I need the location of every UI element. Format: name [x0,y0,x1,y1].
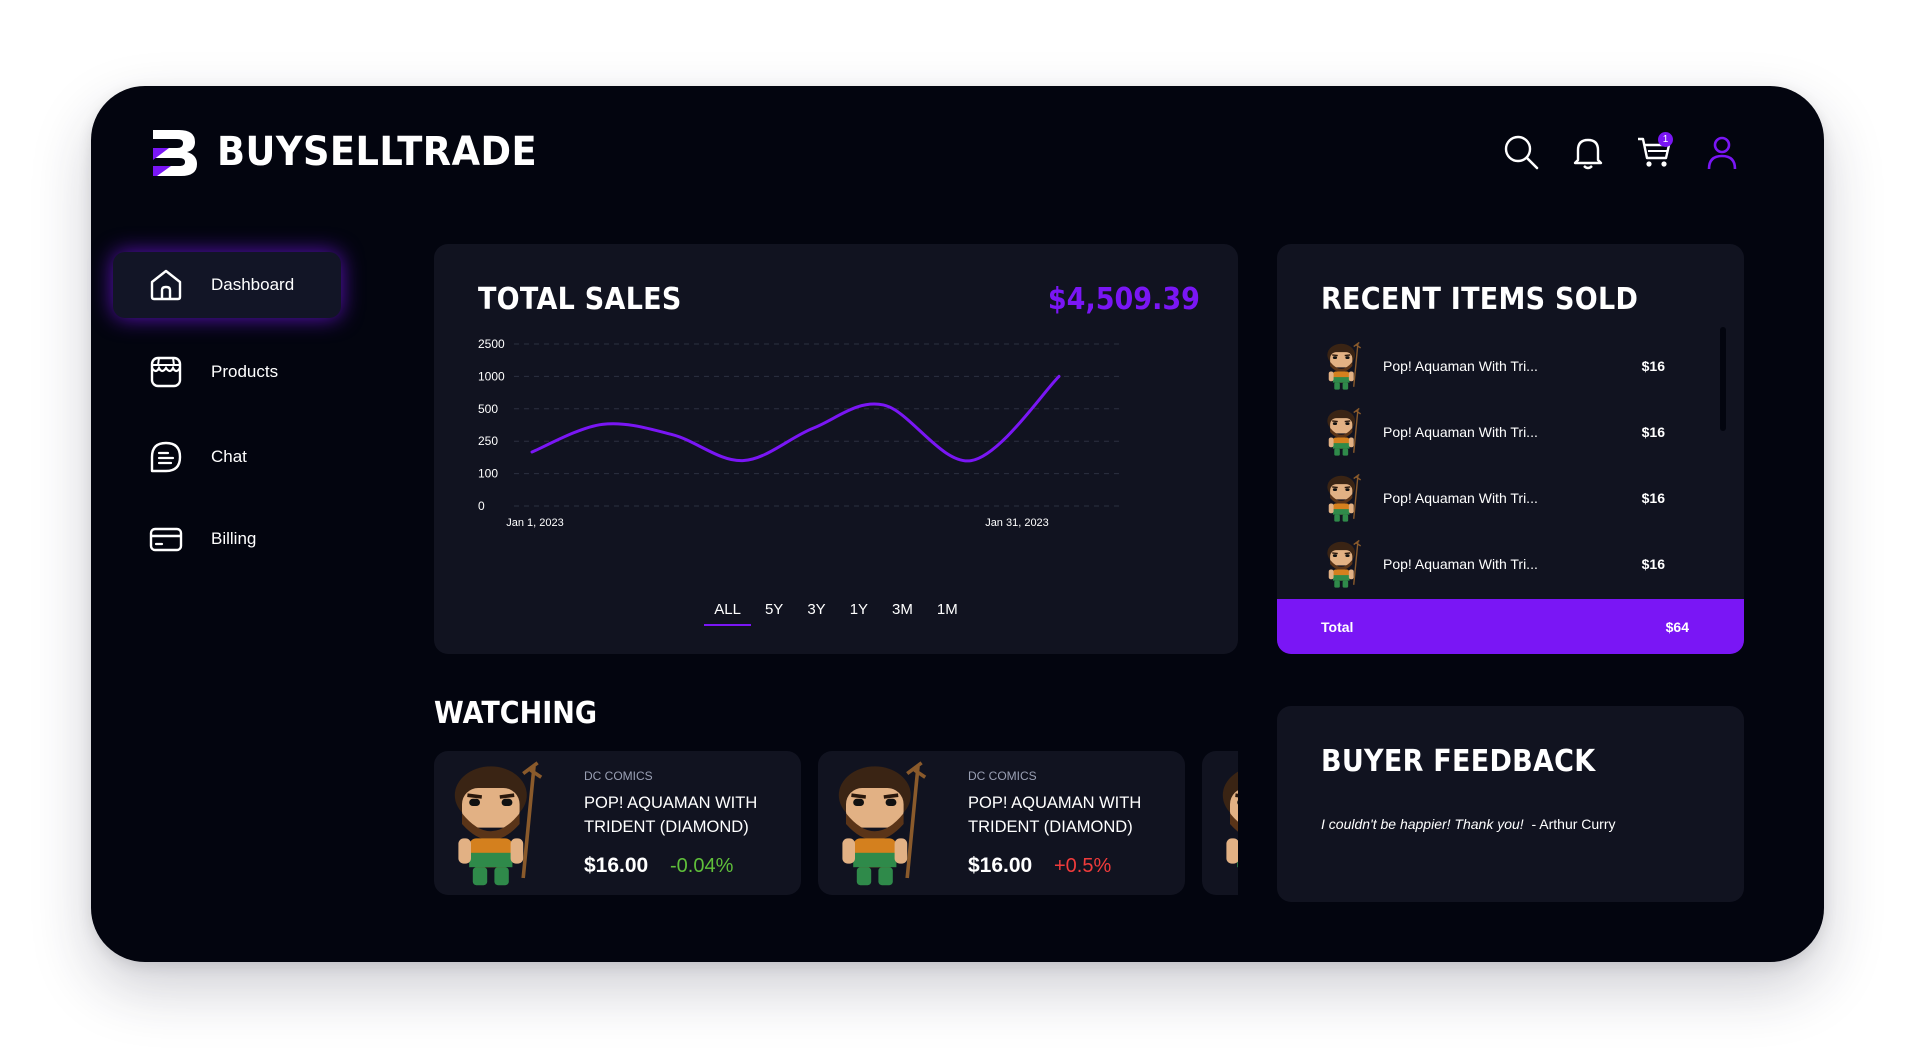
aquaman-figure-image [444,759,552,889]
brand-logo[interactable]: BUYSELLTRADE [149,126,565,178]
home-icon [150,269,182,301]
recent-items-title: RECENT ITEMS SOLD [1321,282,1639,317]
item-price: $16 [1641,490,1665,506]
feedback-quote: I couldn't be happier! Thank you! [1321,816,1524,832]
buyer-feedback-card: BUYER FEEDBACK I couldn't be happier! Th… [1277,706,1744,902]
feedback-text: I couldn't be happier! Thank you! - Arth… [1321,816,1616,832]
watch-price: $16.00 [584,854,649,877]
sidebar-item-products[interactable]: Products [113,339,341,405]
watch-name: POP! AQUAMAN WITH TRIDENT (DIAMOND) [584,794,758,836]
aquaman-figure-image [1319,539,1369,589]
x-tick-label: Jan 1, 2023 [506,517,564,529]
item-price: $16 [1641,424,1665,440]
cart-count-badge: 1 [1658,132,1673,147]
total-sales-card: TOTAL SALES $4,509.39 2500 1000 500 250 100 0… [434,244,1238,654]
watch-card-partial[interactable] [1202,751,1238,895]
aquaman-figure-image [828,759,936,889]
list-item[interactable]: Pop! Aquaman With Tri... $16 [1319,404,1679,460]
y-tick-label: 100 [478,467,498,481]
total-label: Total [1321,618,1354,635]
y-tick-label: 1000 [478,369,505,383]
search-icon [1504,135,1539,170]
watch-name: POP! AQUAMAN WITH TRIDENT (DIAMOND) [968,794,1142,836]
item-name: Pop! Aquaman With Tri... [1383,358,1538,374]
watch-brand: DC COMICS [584,769,653,783]
y-tick-label: 500 [478,402,498,416]
watch-card[interactable]: DC COMICS POP! AQUAMAN WITH TRIDENT (DIA… [434,751,801,895]
tab-range-3m[interactable]: 3M [892,601,913,618]
header-toolbar: 1 [1474,132,1742,172]
user-icon [1707,136,1737,170]
sidebar-item-label: Dashboard [211,275,295,294]
recent-items-total-bar: Total $64 [1277,599,1744,654]
recent-items-card: RECENT ITEMS SOLD Pop! Aquaman With Tri.… [1277,244,1744,654]
y-tick-label: 250 [478,434,498,448]
chart-range-tabs: ALL 5Y 3Y 1Y 3M 1M [434,601,1238,626]
notifications-button[interactable] [1568,132,1608,172]
search-button[interactable] [1501,132,1541,172]
sidebar-item-dashboard[interactable]: Dashboard [113,252,341,318]
aquaman-figure-image [1212,759,1238,889]
watch-price: $16.00 [968,854,1033,877]
feedback-author: - Arthur Curry [1531,816,1616,832]
list-item[interactable]: Pop! Aquaman With Tri... $16 [1319,470,1679,526]
watch-change: -0.04% [670,855,734,877]
brand-name: BUYSELLTRADE [217,129,538,175]
total-sales-value: $4,509.39 [1047,282,1200,317]
recent-items-scrollbar[interactable] [1720,327,1726,431]
tab-range-5y[interactable]: 5Y [764,601,784,618]
sales-series-line [530,374,1061,463]
watching-carousel: DC COMICS POP! AQUAMAN WITH TRIDENT (DIA… [434,751,1238,895]
tab-range-3y[interactable]: 3Y [807,601,826,618]
logo-mark-icon [153,130,197,176]
watching-title: WATCHING [434,696,598,731]
list-item[interactable]: Pop! Aquaman With Tri... $16 [1319,338,1679,394]
list-item[interactable]: Pop! Aquaman With Tri... $16 [1319,536,1679,592]
app-window: BUYSELLTRADE 1 [91,86,1824,962]
aquaman-figure-image [1319,473,1369,523]
item-price: $16 [1641,556,1665,572]
total-value: $64 [1665,618,1689,635]
sidebar-item-billing[interactable]: Billing [113,506,341,572]
tab-range-1y[interactable]: 1Y [849,601,869,618]
watch-change: +0.5% [1054,855,1112,877]
sidebar-item-chat[interactable]: Chat [113,424,341,490]
x-tick-label: Jan 31, 2023 [985,517,1049,529]
profile-button[interactable] [1702,132,1742,172]
sidebar-item-label: Chat [211,447,247,466]
item-price: $16 [1641,358,1665,374]
chat-icon [150,441,182,473]
aquaman-figure-image [1319,341,1369,391]
buyer-feedback-title: BUYER FEEDBACK [1321,744,1596,779]
y-tick-label: 2500 [478,337,505,351]
cart-button[interactable]: 1 [1635,132,1675,172]
item-name: Pop! Aquaman With Tri... [1383,424,1538,440]
store-icon [150,356,182,388]
item-name: Pop! Aquaman With Tri... [1383,556,1538,572]
sidebar-item-label: Billing [211,529,257,548]
bell-icon [1573,138,1603,170]
total-sales-title: TOTAL SALES [478,282,682,317]
sidebar-item-label: Products [211,362,279,381]
item-name: Pop! Aquaman With Tri... [1383,490,1538,506]
aquaman-figure-image [1319,407,1369,457]
tab-range-1m[interactable]: 1M [936,601,958,618]
y-tick-label: 0 [478,499,485,513]
watch-brand: DC COMICS [968,769,1037,783]
credit-card-icon [149,527,183,552]
tab-range-all[interactable]: ALL [704,601,751,626]
watch-card[interactable]: DC COMICS POP! AQUAMAN WITH TRIDENT (DIA… [818,751,1185,895]
